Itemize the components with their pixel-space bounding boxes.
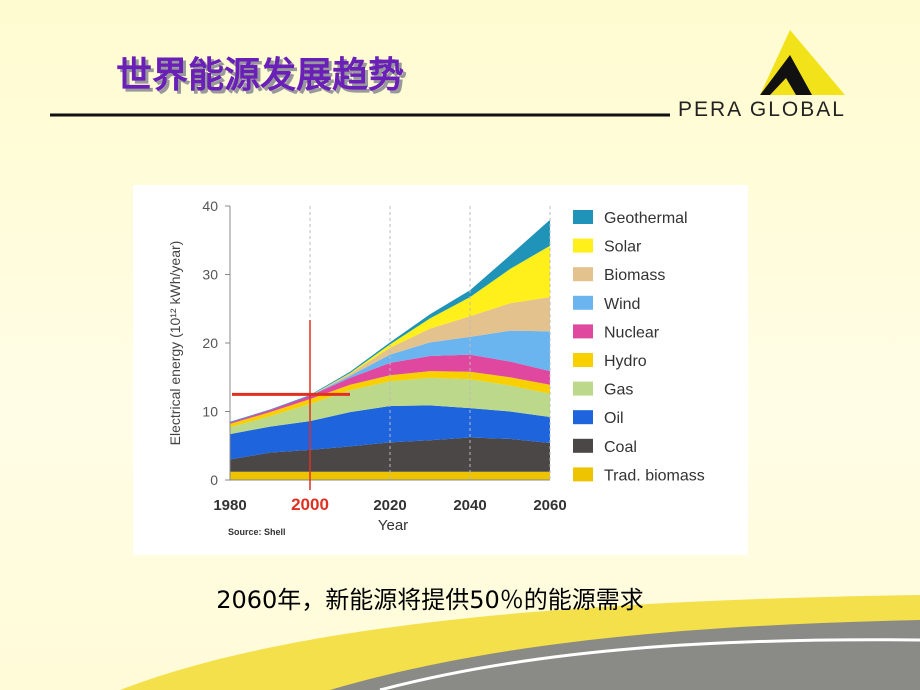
y-tick-label: 0 bbox=[210, 472, 218, 488]
legend-label: Trad. biomass bbox=[604, 467, 705, 484]
legend-swatch bbox=[573, 381, 593, 396]
legend-label: Oil bbox=[604, 410, 624, 427]
legend-label: Gas bbox=[604, 382, 633, 399]
area bbox=[230, 330, 550, 423]
slide-title: 世界能源发展趋势 bbox=[116, 55, 404, 96]
legend-swatch bbox=[573, 295, 593, 310]
x-tick-label: 2000 bbox=[291, 495, 329, 514]
y-tick-label: 40 bbox=[202, 198, 218, 214]
legend-label: Coal bbox=[604, 439, 637, 456]
legend-swatch bbox=[573, 324, 593, 339]
caption: 2060年，新能源将提供50％的能源需求 bbox=[216, 586, 644, 614]
title-shadow: 世界能源发展趋势 bbox=[119, 58, 407, 99]
y-axis-title: Electrical energy (10¹² kWh/year) bbox=[167, 241, 183, 446]
legend-swatch bbox=[573, 210, 593, 224]
x-tick-label: 2040 bbox=[453, 497, 486, 514]
legend-swatch bbox=[573, 353, 593, 367]
y-tick-label: 10 bbox=[202, 404, 218, 420]
legend-swatch bbox=[573, 438, 593, 453]
legend-label: Geothermal bbox=[604, 210, 688, 227]
legend-label: Hydro bbox=[604, 353, 647, 370]
y-tick-label: 20 bbox=[202, 335, 218, 351]
legend-label: Biomass bbox=[604, 267, 665, 284]
source: Source: Shell bbox=[228, 527, 286, 537]
swoosh-gray bbox=[330, 620, 920, 690]
y-tick-label: 30 bbox=[202, 267, 218, 283]
legend-label: Solar bbox=[604, 239, 642, 256]
legend-swatch bbox=[573, 267, 593, 282]
legend-label: Nuclear bbox=[604, 324, 660, 341]
logo-text: PERA GLOBAL bbox=[678, 98, 846, 121]
x-axis-title: Year bbox=[378, 517, 408, 534]
legend-swatch bbox=[573, 467, 593, 482]
swoosh-line bbox=[379, 638, 920, 690]
x-tick-label: 2060 bbox=[533, 497, 566, 514]
x-tick-label: 2020 bbox=[373, 497, 406, 514]
x-tick-label: 1980 bbox=[213, 497, 246, 514]
legend-swatch bbox=[573, 238, 593, 253]
legend-label: Wind bbox=[604, 296, 640, 313]
legend-swatch bbox=[573, 410, 593, 425]
logo-mark bbox=[760, 55, 812, 95]
